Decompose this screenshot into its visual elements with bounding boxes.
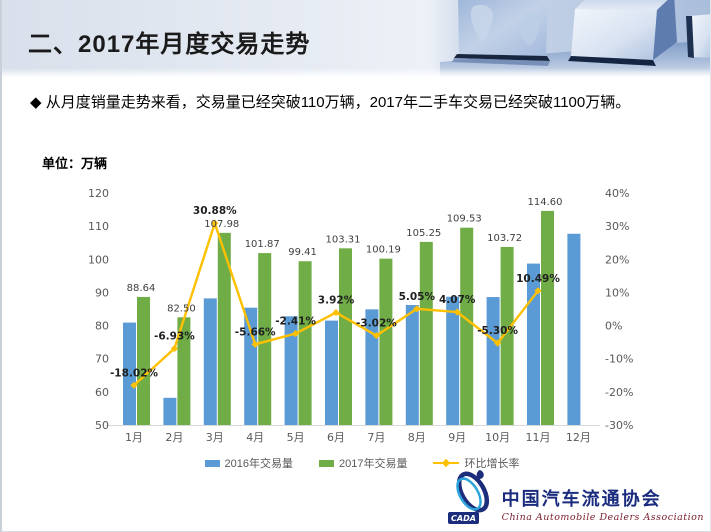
legend-label: 2016年交易量	[224, 458, 293, 470]
header-graphic	[2, 0, 710, 77]
svg-text:12月: 12月	[566, 431, 591, 444]
svg-text:-3.02%: -3.02%	[356, 318, 397, 330]
chart-legend: 2016年交易量 2017年交易量 环比增长率	[32, 455, 692, 471]
svg-text:10%: 10%	[605, 286, 629, 299]
svg-text:3月: 3月	[206, 431, 224, 444]
svg-text:5.05%: 5.05%	[399, 291, 436, 303]
svg-text:110: 110	[88, 220, 109, 233]
combo-chart: 50 60 70 80 90 100 110 120 -30% -20% -10% 0% 10% 20% 3…	[88, 187, 633, 444]
logo-name-en: China Automobile Dealers Association	[501, 512, 704, 523]
svg-text:-6.93%: -6.93%	[154, 331, 195, 343]
svg-text:30.88%: 30.88%	[193, 205, 237, 217]
svg-text:10.49%: 10.49%	[516, 273, 560, 285]
svg-text:4月: 4月	[246, 431, 264, 444]
legend-item-1: 2017年交易量	[319, 455, 407, 471]
svg-text:120: 120	[88, 187, 109, 200]
slide-header: 二、2017年月度交易走势	[2, 0, 710, 77]
svg-text:-20%: -20%	[605, 386, 633, 399]
svg-text:8月: 8月	[408, 431, 426, 444]
bullet-text: ◆ 从月度销量走势来看，交易量已经突破110万辆，2017年二手车交易已经突破1…	[30, 94, 631, 111]
legend-item-0: 2016年交易量	[204, 455, 293, 471]
svg-text:60: 60	[95, 386, 109, 399]
svg-text:10月: 10月	[485, 431, 510, 444]
svg-text:-30%: -30%	[605, 419, 633, 432]
logo-name-cn: 中国汽车流通协会	[501, 489, 662, 510]
svg-text:11月: 11月	[526, 431, 551, 444]
svg-text:-18.02%: -18.02%	[110, 367, 159, 379]
legend-swatch	[204, 459, 220, 467]
svg-text:20%: 20%	[605, 253, 629, 266]
svg-text:4.07%: 4.07%	[439, 294, 476, 306]
svg-text:114.60: 114.60	[528, 197, 563, 208]
svg-text:1月: 1月	[125, 431, 143, 444]
logo-mark-text: CADA	[451, 514, 476, 523]
svg-text:2月: 2月	[165, 431, 183, 444]
legend-swatch	[319, 459, 334, 467]
svg-text:103.31: 103.31	[326, 234, 361, 245]
svg-text:103.72: 103.72	[487, 233, 522, 244]
legend-line-marker	[433, 458, 460, 468]
svg-text:50: 50	[95, 419, 109, 432]
svg-text:40%: 40%	[605, 187, 629, 200]
logo-emblem: CADA	[447, 470, 489, 524]
svg-text:9月: 9月	[448, 431, 466, 444]
org-logo: CADA 中国汽车流通协会 China Automobile Dealers A…	[447, 467, 704, 525]
svg-text:70: 70	[95, 353, 109, 366]
svg-text:0%: 0%	[605, 320, 622, 333]
unit-label: 单位：万辆	[42, 156, 108, 171]
svg-text:7月: 7月	[367, 431, 385, 444]
svg-text:105.25: 105.25	[406, 228, 441, 239]
svg-text:5月: 5月	[287, 431, 305, 444]
slide-title: 二、2017年月度交易走势	[28, 31, 311, 58]
svg-text:100: 100	[88, 253, 109, 266]
legend-label: 环比增长率	[464, 458, 520, 470]
legend-label: 2017年交易量	[339, 458, 408, 470]
svg-text:99.41: 99.41	[288, 247, 317, 258]
svg-text:82.50: 82.50	[167, 303, 196, 314]
svg-text:88.64: 88.64	[127, 283, 156, 294]
svg-text:-5.66%: -5.66%	[235, 326, 276, 338]
svg-text:107.98: 107.98	[204, 219, 239, 230]
svg-text:80: 80	[95, 320, 109, 333]
svg-text:6月: 6月	[327, 431, 345, 444]
svg-text:-10%: -10%	[605, 353, 633, 366]
svg-text:109.53: 109.53	[447, 214, 482, 225]
svg-text:90: 90	[95, 286, 109, 299]
svg-text:100.19: 100.19	[366, 245, 401, 256]
legend-item-2: 环比增长率	[433, 455, 519, 471]
svg-text:-2.41%: -2.41%	[275, 316, 316, 328]
svg-text:30%: 30%	[605, 220, 629, 233]
svg-text:-5.30%: -5.30%	[477, 325, 518, 337]
svg-text:101.87: 101.87	[245, 239, 280, 250]
svg-text:3.92%: 3.92%	[318, 295, 355, 307]
